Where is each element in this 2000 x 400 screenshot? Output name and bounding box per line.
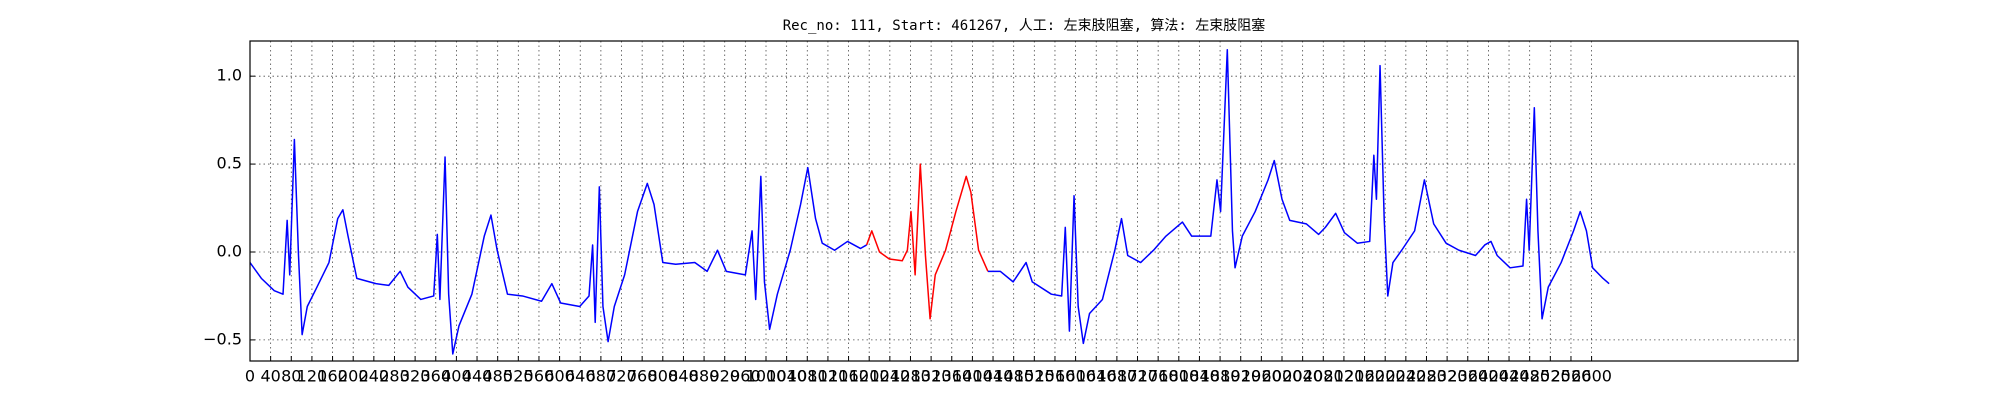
x-tick-label: 120 [297, 367, 328, 386]
y-tick-label: 0.5 [217, 154, 242, 173]
x-tick-label: 1520 [1014, 367, 1055, 386]
x-tick-label: 2600 [1571, 367, 1612, 386]
x-tick-label: 1040 [766, 367, 807, 386]
x-tick-label: 2160 [1344, 367, 1385, 386]
x-tick-label: 40 [260, 367, 280, 386]
x-tick-label: 1160 [828, 367, 869, 386]
x-tick-label: 2360 [1447, 367, 1488, 386]
x-tick-label: 1880 [1200, 367, 1241, 386]
x-tick-label: 1960 [1241, 367, 1282, 386]
x-tick-label: 2000 [1262, 367, 1303, 386]
x-tick-label: 2080 [1303, 367, 1344, 386]
x-tick-label: 560 [524, 367, 555, 386]
x-tick-label: 2400 [1468, 367, 1509, 386]
x-tick-label: 2520 [1530, 367, 1571, 386]
x-tick-label: 1480 [993, 367, 1034, 386]
x-tick-label: 320 [400, 367, 431, 386]
x-tick-label: 520 [503, 367, 534, 386]
x-tick-label: 1680 [1097, 367, 1138, 386]
ecg-line [249, 138, 867, 355]
x-tick-label: 1600 [1055, 367, 1096, 386]
x-tick-label: 1640 [1076, 367, 1117, 386]
x-tick-label: 2120 [1324, 367, 1365, 386]
x-tick-label: 960 [730, 367, 761, 386]
x-tick-label: 1760 [1138, 367, 1179, 386]
ecg-line [987, 49, 1610, 345]
x-tick-label: 1560 [1035, 367, 1076, 386]
x-tick-label: 880 [689, 367, 720, 386]
x-tick-label: 240 [359, 367, 390, 386]
x-tick-label: 1920 [1220, 367, 1261, 386]
chart-title: Rec_no: 111, Start: 461267, 人工: 左束肢阻塞, 算… [783, 17, 1266, 34]
x-tick-label: 440 [462, 367, 493, 386]
x-tick-label: 1840 [1179, 367, 1220, 386]
x-tick-label: 1120 [808, 367, 849, 386]
x-tick-label: 280 [379, 367, 410, 386]
x-tick-label: 1000 [746, 367, 787, 386]
x-tick-label: 840 [668, 367, 699, 386]
x-tick-label: 1280 [890, 367, 931, 386]
x-tick-label: 1320 [911, 367, 952, 386]
y-tick-label: 0.0 [217, 241, 242, 260]
x-tick-label: 480 [482, 367, 513, 386]
x-tick-label: 800 [648, 367, 679, 386]
x-tick-label: 2280 [1406, 367, 1447, 386]
x-tick-label: 1800 [1158, 367, 1199, 386]
x-tick-label: 2440 [1489, 367, 1530, 386]
x-tick-label: 1400 [952, 367, 993, 386]
x-tick-label: 1240 [869, 367, 910, 386]
x-tick-label: 1200 [849, 367, 890, 386]
y-tick-label: 1.0 [217, 66, 242, 85]
x-tick-label: 680 [586, 367, 617, 386]
x-tick-label: 1720 [1117, 367, 1158, 386]
x-tick-label: 2040 [1282, 367, 1323, 386]
x-tick-label: 2560 [1551, 367, 1592, 386]
plot-frame [249, 40, 1799, 362]
x-tick-label: 2320 [1427, 367, 1468, 386]
x-tick-label: 760 [627, 367, 658, 386]
y-tick-label: −0.5 [203, 329, 242, 348]
x-tick-label: 0 [245, 367, 255, 386]
x-tick-label: 720 [606, 367, 637, 386]
x-tick-label: 600 [544, 367, 575, 386]
x-tick-label: 360 [420, 367, 451, 386]
x-tick-label: 920 [709, 367, 740, 386]
x-tick-label: 1080 [787, 367, 828, 386]
x-tick-label: 200 [338, 367, 369, 386]
x-tick-label: 2200 [1365, 367, 1406, 386]
x-tick-label: 640 [565, 367, 596, 386]
x-tick-label: 2480 [1509, 367, 1550, 386]
x-tick-label: 80 [281, 367, 301, 386]
x-tick-label: 2240 [1385, 367, 1426, 386]
x-tick-label: 400 [441, 367, 472, 386]
x-tick-label: 160 [317, 367, 348, 386]
ecg-line [865, 163, 989, 320]
x-tick-label: 1360 [931, 367, 972, 386]
x-tick-label: 1440 [973, 367, 1014, 386]
